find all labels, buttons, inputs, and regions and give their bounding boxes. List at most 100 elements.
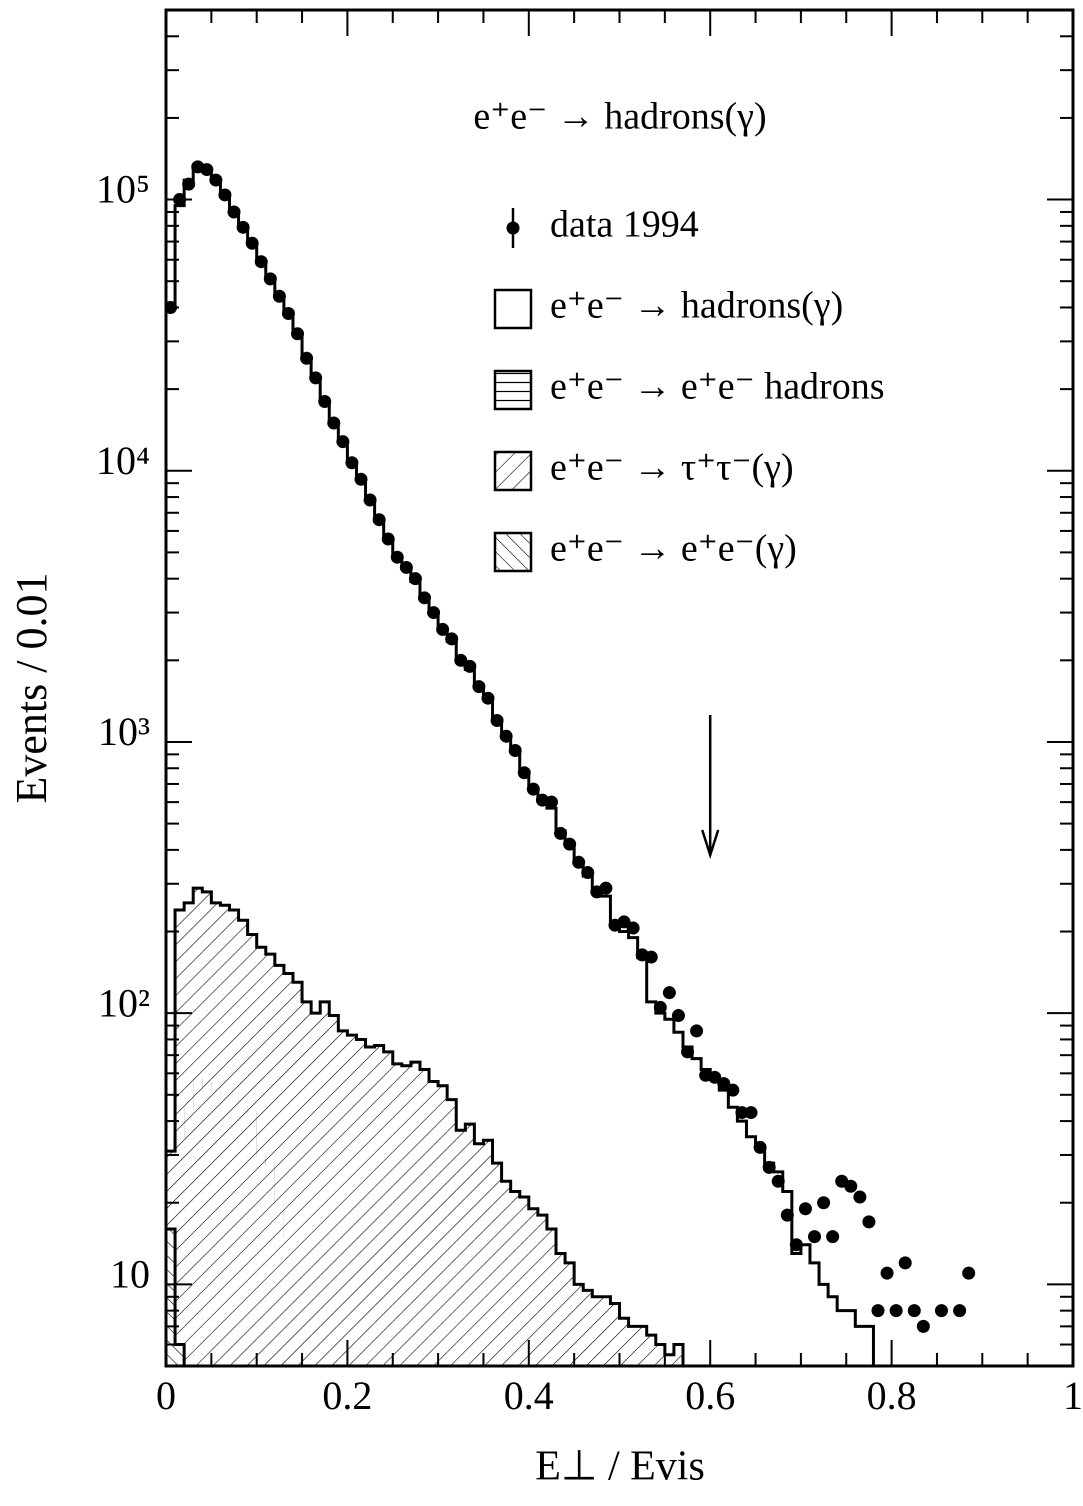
legend-symbol <box>506 221 520 235</box>
histogram-bin <box>465 1124 475 1366</box>
histogram-bin <box>646 1335 656 1366</box>
data-point <box>517 766 531 780</box>
histogram-bin <box>347 1035 357 1366</box>
data-point <box>563 837 577 851</box>
data-point <box>898 1256 912 1270</box>
data-point <box>916 1319 930 1333</box>
plot-area <box>166 160 976 1366</box>
histogram-bin <box>193 888 203 1366</box>
data-point <box>481 691 495 705</box>
histogram-bin <box>320 1001 330 1366</box>
data-point <box>291 327 305 341</box>
histogram-bin <box>410 1062 420 1366</box>
data-point <box>653 1000 667 1014</box>
data-point <box>871 1304 885 1318</box>
histogram-bin <box>419 1069 430 1366</box>
x-tick-label: 0 <box>156 1373 176 1418</box>
data-point <box>427 606 441 620</box>
x-tick-label: 0.6 <box>685 1373 735 1418</box>
data-point <box>318 395 332 409</box>
histogram-bin <box>383 1051 393 1366</box>
data-point <box>472 680 486 694</box>
data-point <box>508 744 522 758</box>
histogram-bin <box>483 1140 493 1366</box>
histogram-bin <box>175 910 185 1366</box>
histogram-bin <box>637 1326 647 1366</box>
histogram-bin <box>619 1318 629 1366</box>
data-point <box>445 632 459 646</box>
data-point <box>753 1140 767 1154</box>
data-point <box>554 826 568 840</box>
data-point <box>327 416 341 430</box>
histogram-bin <box>401 1065 411 1366</box>
data-point <box>544 795 558 809</box>
histogram-bin <box>519 1196 529 1366</box>
data-point <box>844 1179 858 1193</box>
data-point <box>408 572 422 586</box>
histogram-bin <box>283 973 293 1366</box>
annotation: e⁺e⁻ → hadrons(γ) <box>473 96 766 138</box>
data-point <box>798 1202 812 1216</box>
data-point <box>245 236 259 250</box>
data-point <box>499 729 513 743</box>
data-point <box>735 1106 749 1120</box>
data-point <box>227 205 241 219</box>
histogram-bin <box>256 947 266 1366</box>
data-point <box>200 163 214 177</box>
histogram-bin <box>447 1099 457 1366</box>
histogram-bin <box>184 902 194 1366</box>
data-point <box>381 532 395 546</box>
histogram-bin <box>528 1208 538 1366</box>
data-point <box>281 307 295 321</box>
data-point <box>490 713 504 727</box>
data-point <box>771 1174 785 1188</box>
data-point <box>744 1106 758 1120</box>
data-point <box>236 220 250 234</box>
x-tick-label: 1 <box>1063 1373 1083 1418</box>
histogram-bin <box>229 910 239 1366</box>
data-point <box>717 1077 731 1091</box>
y-tick-label: 10 <box>110 1252 150 1297</box>
legend-symbol <box>493 450 533 492</box>
x-tick-label: 0.2 <box>322 1373 372 1418</box>
histogram-bin <box>510 1191 520 1366</box>
data-point <box>218 188 232 202</box>
data-point <box>581 866 595 880</box>
data-point <box>808 1230 822 1244</box>
data-point <box>726 1083 740 1097</box>
data-point <box>436 622 450 636</box>
data-point <box>363 493 377 507</box>
data-point <box>263 272 277 286</box>
histogram-bin <box>238 920 248 1366</box>
histogram-bin <box>292 982 303 1366</box>
legend-label: e⁺e⁻ → e⁺e⁻ hadrons <box>550 366 885 408</box>
data-point <box>254 255 268 269</box>
data-point <box>209 173 223 187</box>
histogram-bin <box>628 1326 638 1366</box>
legend-symbol <box>493 288 533 330</box>
data-point <box>762 1160 776 1174</box>
data-point <box>690 1024 704 1038</box>
legend-label: e⁺e⁻ → hadrons(γ) <box>550 285 843 327</box>
data-point <box>390 550 404 564</box>
data-point <box>817 1196 831 1210</box>
histogram-bin <box>220 905 230 1366</box>
data-point <box>300 351 314 365</box>
histogram-bin <box>338 1030 348 1366</box>
data-point <box>644 950 658 964</box>
histogram-bin <box>356 1039 366 1366</box>
data-point <box>789 1238 803 1252</box>
histogram-bin <box>438 1085 448 1366</box>
histogram-bin <box>546 1229 557 1366</box>
histogram-bin <box>365 1047 375 1366</box>
data-point <box>417 591 431 605</box>
data-point <box>463 659 477 673</box>
data-point <box>354 472 368 486</box>
y-tick-label: 10⁵ <box>96 167 150 212</box>
histogram-bin <box>211 902 221 1366</box>
histogram-bin <box>302 1001 312 1366</box>
legend-symbol <box>493 369 533 411</box>
y-tick-label: 10³ <box>98 709 150 754</box>
histogram-bin <box>565 1262 575 1366</box>
